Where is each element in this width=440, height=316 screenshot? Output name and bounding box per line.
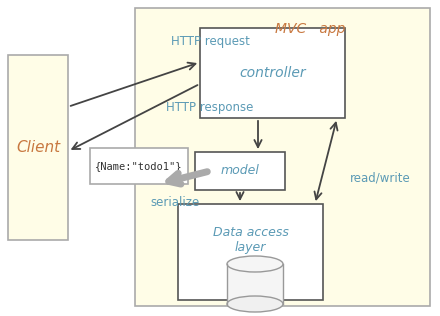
FancyBboxPatch shape [200, 28, 345, 118]
Text: HTTP request: HTTP request [171, 35, 249, 48]
FancyBboxPatch shape [90, 148, 188, 184]
Ellipse shape [227, 296, 283, 312]
Text: Data access
layer: Data access layer [213, 226, 289, 254]
Text: controller: controller [239, 66, 306, 80]
Text: serialize: serialize [150, 196, 200, 209]
Text: model: model [220, 165, 260, 178]
Text: MVC   app: MVC app [275, 22, 345, 36]
FancyBboxPatch shape [178, 204, 323, 300]
Ellipse shape [227, 256, 283, 272]
FancyBboxPatch shape [8, 55, 68, 240]
Text: Client: Client [16, 140, 60, 155]
Text: HTTP response: HTTP response [166, 101, 254, 114]
Text: {Name:"todo1"}: {Name:"todo1"} [95, 161, 183, 171]
Text: read/write: read/write [350, 172, 411, 185]
FancyBboxPatch shape [135, 8, 430, 306]
FancyBboxPatch shape [195, 152, 285, 190]
